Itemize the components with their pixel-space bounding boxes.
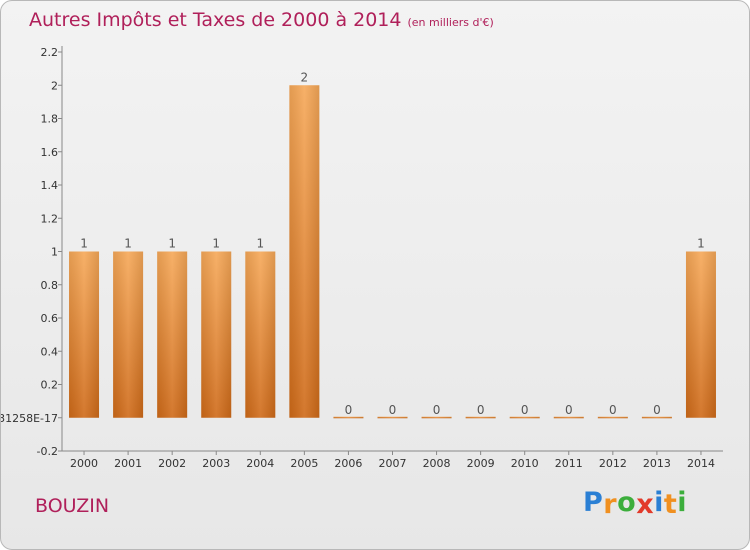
bar-shade bbox=[69, 251, 100, 418]
x-tick-label: 2007 bbox=[379, 457, 407, 470]
bar-shade bbox=[333, 416, 364, 419]
bar-shade bbox=[685, 251, 716, 418]
logo-letter: i bbox=[677, 487, 688, 518]
bar-shade bbox=[157, 251, 188, 418]
y-tick-label: 1.6 bbox=[41, 146, 59, 159]
bar-shade bbox=[289, 85, 320, 418]
y-tick-label: -0.2 bbox=[37, 445, 58, 458]
data-label: 0 bbox=[477, 403, 485, 417]
data-label: 0 bbox=[345, 403, 353, 417]
data-label: 0 bbox=[653, 403, 661, 417]
logo-letter: o bbox=[617, 487, 637, 518]
bars bbox=[69, 85, 716, 419]
bar-shade bbox=[201, 251, 232, 418]
y-tick-label: 0.2 bbox=[41, 379, 59, 392]
proxiti-logo: Proxiti bbox=[583, 487, 688, 520]
data-label: 0 bbox=[433, 403, 441, 417]
bar-shade bbox=[597, 416, 628, 419]
logo-letter: x bbox=[636, 489, 655, 520]
bar-shade bbox=[245, 251, 276, 418]
data-labels: 1 1 1 1 1 2 0 0 0 0 0 0 0 0 1 bbox=[80, 70, 705, 417]
bar-shade bbox=[553, 416, 584, 419]
chart-title-text: Autres Impôts et Taxes de 2000 à 2014 bbox=[29, 9, 402, 31]
bar-shade bbox=[641, 416, 672, 419]
x-tick-label: 2003 bbox=[202, 457, 230, 470]
y-tick-label: 1.8 bbox=[41, 113, 59, 126]
bar-shade bbox=[421, 416, 452, 419]
x-tick-label: 2009 bbox=[467, 457, 495, 470]
x-tick-label: 2008 bbox=[423, 457, 451, 470]
data-label: 1 bbox=[212, 237, 220, 251]
bar-shade bbox=[465, 416, 496, 419]
logo-letter: i bbox=[654, 487, 664, 518]
data-label: 1 bbox=[168, 237, 176, 251]
commune-name: BOUZIN bbox=[35, 495, 110, 517]
data-label: 1 bbox=[80, 237, 88, 251]
data-label: 1 bbox=[124, 237, 132, 251]
x-tick-label: 2010 bbox=[511, 457, 539, 470]
y-tick-label: 0.6 bbox=[41, 312, 59, 325]
x-tick-label: 2004 bbox=[246, 457, 274, 470]
data-label: 1 bbox=[256, 237, 264, 251]
logo-letter: r bbox=[603, 489, 618, 520]
chart-title: Autres Impôts et Taxes de 2000 à 2014 (en… bbox=[29, 9, 494, 31]
bar-shade bbox=[377, 416, 408, 419]
x-tick-label: 2014 bbox=[687, 457, 715, 470]
x-tick-label: 2001 bbox=[114, 457, 142, 470]
logo-letter: t bbox=[663, 489, 678, 520]
data-label: 0 bbox=[521, 403, 529, 417]
x-tick-label: 2000 bbox=[70, 457, 98, 470]
axes: -0.2 -5.5511151231258E-17 0.2 0.4 0.6 0.8 1 1.2… bbox=[1, 46, 723, 470]
x-tick-label: 2012 bbox=[599, 457, 627, 470]
x-tick-label: 2006 bbox=[334, 457, 362, 470]
y-tick-label: 1 bbox=[51, 246, 58, 259]
y-tick-label: 1.2 bbox=[41, 212, 59, 225]
data-label: 1 bbox=[697, 237, 705, 251]
x-tick-label: 2002 bbox=[158, 457, 186, 470]
data-label: 2 bbox=[301, 70, 309, 84]
y-tick-label: 2.2 bbox=[41, 46, 59, 59]
y-tick-label: 0.4 bbox=[41, 345, 59, 358]
data-label: 0 bbox=[565, 403, 573, 417]
y-tick-label: 1.4 bbox=[41, 179, 59, 192]
y-tick-label: 2 bbox=[51, 79, 58, 92]
x-tick-label: 2013 bbox=[643, 457, 671, 470]
bar-shade bbox=[113, 251, 144, 418]
bar-shade bbox=[509, 416, 540, 419]
y-tick-label: -5.5511151231258E-17 bbox=[1, 412, 58, 425]
data-label: 0 bbox=[609, 403, 617, 417]
chart-subtitle: (en milliers d'€) bbox=[407, 16, 494, 29]
x-tick-label: 2011 bbox=[555, 457, 583, 470]
data-label: 0 bbox=[389, 403, 397, 417]
y-tick-label: 0.8 bbox=[41, 279, 59, 292]
x-tick-label: 2005 bbox=[290, 457, 318, 470]
logo-letter: P bbox=[583, 487, 604, 518]
